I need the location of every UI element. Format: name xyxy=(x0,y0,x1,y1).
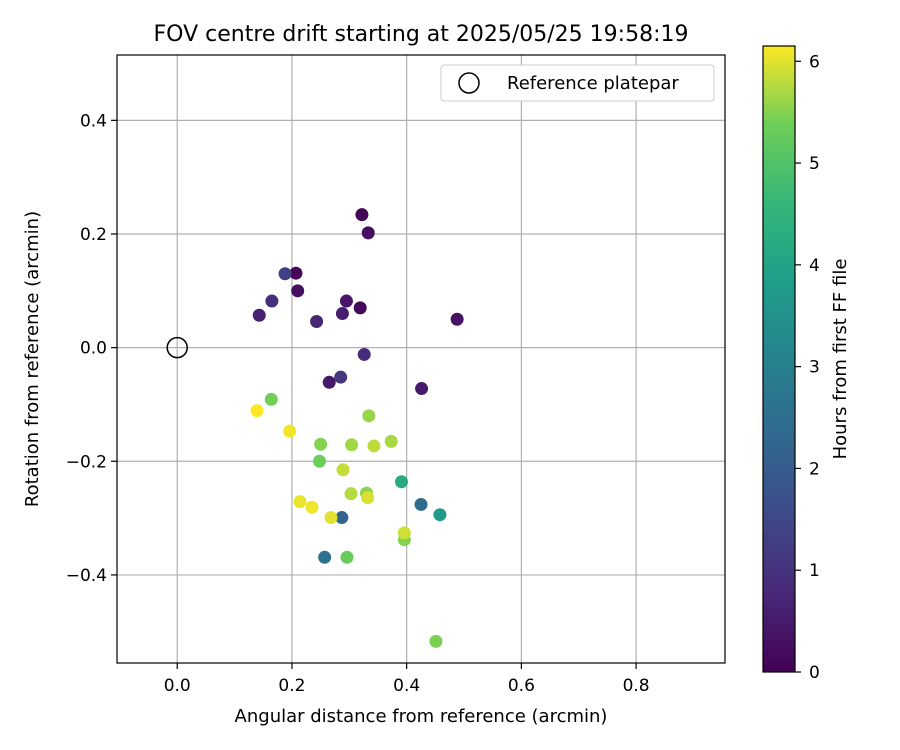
data-point xyxy=(367,439,381,453)
data-point xyxy=(322,375,336,389)
data-point xyxy=(250,404,264,418)
reference-platepar-marker xyxy=(166,336,188,359)
chart-title: FOV centre drift starting at 2025/05/25 … xyxy=(154,22,689,47)
data-point xyxy=(324,511,338,525)
data-point xyxy=(362,409,376,423)
y-tick-label: 0.0 xyxy=(80,339,107,359)
colorbar-tick-label: 4 xyxy=(809,256,820,276)
legend-box xyxy=(440,64,715,102)
data-point xyxy=(361,226,375,240)
data-point xyxy=(264,392,278,406)
x-axis-label: Angular distance from reference (arcmin) xyxy=(235,706,608,727)
y-tick-label: −0.4 xyxy=(66,566,107,586)
y-tick-label: −0.2 xyxy=(66,452,107,472)
colorbar-tick-label: 5 xyxy=(809,154,820,174)
data-point xyxy=(305,500,319,514)
data-point xyxy=(312,454,326,468)
data-point xyxy=(283,424,297,438)
data-point xyxy=(345,438,359,452)
data-point xyxy=(397,526,411,540)
y-axis-label: Rotation from reference (arcmin) xyxy=(22,211,43,507)
data-point xyxy=(414,497,428,511)
y-tick-label: 0.2 xyxy=(80,225,107,245)
reference-marker xyxy=(166,336,188,359)
colorbar-tick-label: 1 xyxy=(809,561,820,581)
colorbar-label: Hours from first FF file xyxy=(830,259,851,460)
data-point xyxy=(291,284,305,298)
plot-frame xyxy=(116,54,726,664)
data-point xyxy=(289,266,303,280)
data-point xyxy=(336,463,350,477)
data-point xyxy=(314,437,328,451)
data-point xyxy=(433,508,447,522)
colorbar: 0 1 2 3 4 5 6 Hours from first FF file xyxy=(762,45,851,683)
data-point xyxy=(339,294,353,308)
data-point xyxy=(384,434,398,448)
data-point xyxy=(334,370,348,384)
data-point xyxy=(355,208,369,222)
colorbar-tick-label: 0 xyxy=(809,663,820,683)
data-points xyxy=(250,208,464,648)
data-point xyxy=(293,495,307,509)
data-point xyxy=(335,307,349,321)
data-point xyxy=(394,475,408,489)
colorbar-tick-label: 3 xyxy=(809,358,820,378)
y-tick-label: 0.4 xyxy=(80,111,107,131)
data-point xyxy=(353,301,367,315)
colorbar-tick-label: 6 xyxy=(809,52,820,72)
legend: Reference platepar xyxy=(440,64,715,102)
data-point xyxy=(340,550,354,564)
x-tick-label: 0.0 xyxy=(164,676,191,696)
y-axis-ticks: −0.4 −0.2 0.0 0.2 0.4 xyxy=(66,111,117,586)
data-point xyxy=(335,511,349,525)
x-tick-label: 0.8 xyxy=(623,676,650,696)
data-point xyxy=(429,634,443,648)
x-tick-label: 0.4 xyxy=(393,676,420,696)
colorbar-tick-label: 2 xyxy=(809,459,820,479)
data-point xyxy=(265,294,279,308)
data-point xyxy=(310,314,324,328)
data-point xyxy=(450,312,464,326)
x-axis-ticks: 0.0 0.2 0.4 0.6 0.8 xyxy=(164,663,650,696)
grid-lines xyxy=(117,55,725,663)
data-point xyxy=(415,382,429,396)
data-point xyxy=(361,491,375,505)
data-point xyxy=(278,267,292,281)
data-point xyxy=(344,487,358,501)
colorbar-gradient xyxy=(762,45,796,673)
data-point xyxy=(357,347,371,361)
legend-marker-icon xyxy=(458,72,480,94)
legend-label: Reference platepar xyxy=(507,73,679,94)
x-tick-label: 0.6 xyxy=(508,676,535,696)
data-point xyxy=(252,308,266,322)
colorbar-ticks: 0 1 2 3 4 5 6 xyxy=(795,52,820,683)
x-tick-label: 0.2 xyxy=(278,676,305,696)
data-point xyxy=(318,550,332,564)
